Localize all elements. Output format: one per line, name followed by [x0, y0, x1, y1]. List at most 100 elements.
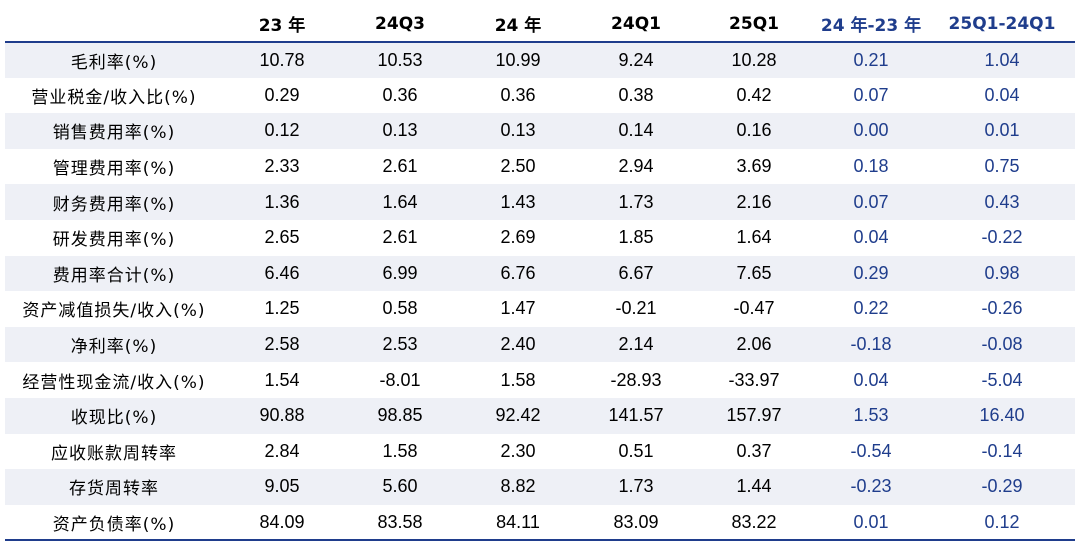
cell-metric-label: 研发费用率(%) — [5, 219, 223, 256]
cell-value-25q1: 1.64 — [695, 219, 813, 256]
cell-value-24q3: 98.85 — [341, 397, 459, 434]
cell-value-24q3: 0.58 — [341, 291, 459, 327]
cell-value-24q1: 0.38 — [577, 77, 695, 114]
cell-value-23: 84.09 — [223, 504, 341, 542]
cell-value-24: 1.58 — [459, 362, 577, 398]
cell-metric-label: 收现比(%) — [5, 397, 223, 434]
cell-diff-25q1-24q1: -0.29 — [929, 469, 1075, 505]
cell-diff-25q1-24q1: 0.98 — [929, 255, 1075, 292]
cell-diff-24-23: 0.21 — [813, 42, 929, 78]
cell-value-24q3: 6.99 — [341, 255, 459, 292]
cell-value-24q1: -28.93 — [577, 362, 695, 398]
cell-value-25q1: 157.97 — [695, 397, 813, 434]
cell-diff-25q1-24q1: 0.75 — [929, 148, 1075, 185]
cell-value-23: 9.05 — [223, 469, 341, 505]
cell-diff-24-23: 0.01 — [813, 504, 929, 542]
table-row: 经营性现金流/收入(%) 1.54 -8.01 1.58 -28.93 -33.97 0.0… — [5, 362, 1075, 398]
cell-value-24q1: 0.51 — [577, 433, 695, 470]
cell-metric-label: 销售费用率(%) — [5, 113, 223, 149]
cell-metric-label: 管理费用率(%) — [5, 148, 223, 185]
cell-metric-label: 营业税金/收入比(%) — [5, 77, 223, 114]
cell-value-24q3: 83.58 — [341, 504, 459, 542]
cell-metric-label: 资产减值损失/收入(%) — [5, 291, 223, 327]
table-row: 存货周转率 9.05 5.60 8.82 1.73 1.44 -0.23 -0.29 — [5, 469, 1075, 505]
cell-value-24q3: 10.53 — [341, 42, 459, 78]
table-row: 销售费用率(%) 0.12 0.13 0.13 0.14 0.16 0.00 0.01 — [5, 113, 1075, 149]
cell-value-23: 2.84 — [223, 433, 341, 470]
cell-value-23: 1.36 — [223, 184, 341, 220]
cell-value-23: 10.78 — [223, 42, 341, 78]
cell-metric-label: 财务费用率(%) — [5, 184, 223, 220]
cell-value-24: 0.36 — [459, 77, 577, 114]
cell-metric-label: 存货周转率 — [5, 469, 223, 505]
cell-diff-24-23: 1.53 — [813, 397, 929, 434]
table-row: 营业税金/收入比(%) 0.29 0.36 0.36 0.38 0.42 0.07 0.04 — [5, 77, 1075, 114]
financial-ratio-table-container: 23 年 24Q3 24 年 24Q1 25Q1 24 年-23 年 25Q1-… — [5, 6, 1075, 542]
cell-value-24q1: 6.67 — [577, 255, 695, 292]
header-cell-metric — [5, 6, 223, 43]
cell-value-25q1: 3.69 — [695, 148, 813, 185]
cell-diff-24-23: -0.18 — [813, 326, 929, 363]
cell-diff-24-23: 0.07 — [813, 184, 929, 220]
cell-diff-25q1-24q1: -0.26 — [929, 291, 1075, 327]
cell-diff-25q1-24q1: -0.14 — [929, 433, 1075, 470]
cell-value-24: 2.30 — [459, 433, 577, 470]
cell-value-25q1: 2.16 — [695, 184, 813, 220]
cell-diff-25q1-24q1: 0.43 — [929, 184, 1075, 220]
cell-value-24q3: 0.13 — [341, 113, 459, 149]
cell-value-23: 6.46 — [223, 255, 341, 292]
cell-value-24: 1.43 — [459, 184, 577, 220]
cell-value-25q1: 0.37 — [695, 433, 813, 470]
table-row: 财务费用率(%) 1.36 1.64 1.43 1.73 2.16 0.07 0.43 — [5, 184, 1075, 220]
cell-value-23: 0.29 — [223, 77, 341, 114]
cell-value-25q1: 7.65 — [695, 255, 813, 292]
cell-value-24q1: -0.21 — [577, 291, 695, 327]
cell-diff-25q1-24q1: -5.04 — [929, 362, 1075, 398]
cell-value-24q3: 0.36 — [341, 77, 459, 114]
cell-value-25q1: 10.28 — [695, 42, 813, 78]
table-row: 资产负债率(%) 84.09 83.58 84.11 83.09 83.22 0.01 0.1… — [5, 504, 1075, 542]
cell-diff-24-23: -0.54 — [813, 433, 929, 470]
table-row: 净利率(%) 2.58 2.53 2.40 2.14 2.06 -0.18 -0.08 — [5, 326, 1075, 363]
cell-value-24q3: 2.61 — [341, 219, 459, 256]
cell-diff-25q1-24q1: 0.01 — [929, 113, 1075, 149]
cell-value-24q1: 9.24 — [577, 42, 695, 78]
cell-diff-24-23: 0.29 — [813, 255, 929, 292]
cell-metric-label: 毛利率(%) — [5, 42, 223, 78]
cell-value-23: 90.88 — [223, 397, 341, 434]
cell-value-24q3: 1.64 — [341, 184, 459, 220]
cell-value-24: 84.11 — [459, 504, 577, 542]
cell-value-24q3: 1.58 — [341, 433, 459, 470]
cell-value-24: 92.42 — [459, 397, 577, 434]
cell-value-25q1: 2.06 — [695, 326, 813, 363]
cell-value-24q3: 2.53 — [341, 326, 459, 363]
header-cell-q1-diff: 25Q1-24Q1 — [929, 6, 1075, 43]
cell-value-24: 2.50 — [459, 148, 577, 185]
header-cell-25q1: 25Q1 — [695, 6, 813, 43]
cell-diff-24-23: 0.22 — [813, 291, 929, 327]
header-cell-24q1: 24Q1 — [577, 6, 695, 43]
cell-value-23: 1.54 — [223, 362, 341, 398]
cell-value-24: 6.76 — [459, 255, 577, 292]
cell-value-24: 1.47 — [459, 291, 577, 327]
header-cell-23: 23 年 — [223, 6, 341, 43]
cell-diff-25q1-24q1: 1.04 — [929, 42, 1075, 78]
cell-value-23: 1.25 — [223, 291, 341, 327]
cell-value-25q1: 83.22 — [695, 504, 813, 542]
cell-value-24q1: 141.57 — [577, 397, 695, 434]
cell-value-24q1: 83.09 — [577, 504, 695, 542]
header-cell-24q3: 24Q3 — [341, 6, 459, 43]
cell-diff-25q1-24q1: 0.04 — [929, 77, 1075, 114]
cell-value-24: 8.82 — [459, 469, 577, 505]
cell-diff-25q1-24q1: 16.40 — [929, 397, 1075, 434]
cell-value-24q1: 1.73 — [577, 184, 695, 220]
cell-diff-25q1-24q1: 0.12 — [929, 504, 1075, 542]
cell-metric-label: 费用率合计(%) — [5, 255, 223, 292]
cell-diff-25q1-24q1: -0.22 — [929, 219, 1075, 256]
table-row: 研发费用率(%) 2.65 2.61 2.69 1.85 1.64 0.04 -0.22 — [5, 219, 1075, 256]
cell-metric-label: 经营性现金流/收入(%) — [5, 362, 223, 398]
cell-diff-25q1-24q1: -0.08 — [929, 326, 1075, 363]
cell-diff-24-23: 0.00 — [813, 113, 929, 149]
cell-value-24q1: 1.73 — [577, 469, 695, 505]
cell-value-25q1: 1.44 — [695, 469, 813, 505]
